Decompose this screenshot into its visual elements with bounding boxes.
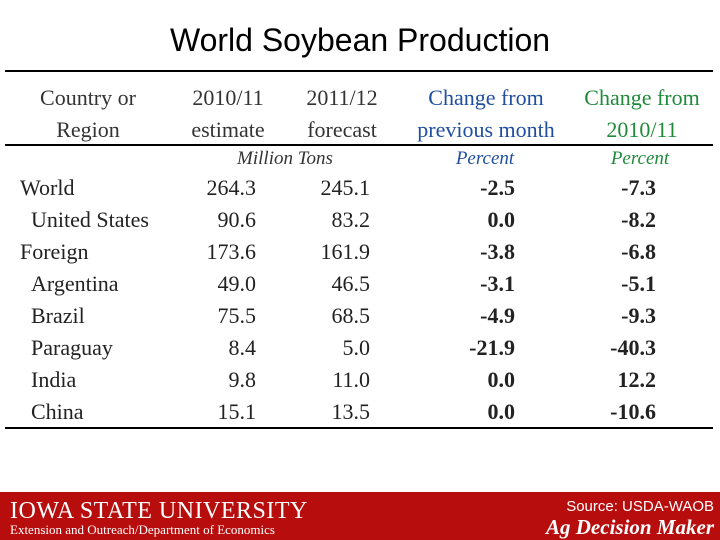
cell-forecast: 13.5 bbox=[331, 399, 371, 424]
cell-region: World bbox=[20, 175, 75, 200]
col-header-change-month: Change from previous month bbox=[417, 85, 555, 142]
cell-change-month: 0.0 bbox=[487, 399, 516, 424]
cell-region: Argentina bbox=[31, 271, 119, 296]
cell-change-month: -2.5 bbox=[480, 175, 515, 200]
cell-forecast: 83.2 bbox=[331, 207, 371, 232]
cell-estimate: 173.6 bbox=[206, 239, 257, 264]
cell-change-month: 0.0 bbox=[487, 207, 516, 232]
cell-estimate: 15.1 bbox=[217, 399, 257, 424]
units-percent-month: Percent bbox=[455, 148, 515, 169]
cell-estimate: 264.3 bbox=[206, 175, 257, 200]
cell-region: Foreign bbox=[20, 239, 89, 264]
units-million-tons: Million Tons bbox=[237, 148, 333, 169]
cell-estimate: 75.5 bbox=[217, 303, 257, 328]
cell-change-month: -3.1 bbox=[480, 271, 515, 296]
cell-estimate: 8.4 bbox=[228, 335, 257, 360]
cell-forecast: 11.0 bbox=[332, 367, 370, 392]
table-bottom-rule bbox=[5, 427, 713, 429]
cell-estimate: 90.6 bbox=[217, 207, 257, 232]
cell-change-year: -7.3 bbox=[621, 175, 656, 200]
table-header-rule bbox=[5, 144, 713, 146]
slide-title: World Soybean Production bbox=[169, 22, 551, 58]
col-header-region: Country or Region bbox=[40, 85, 136, 142]
cell-forecast: 161.9 bbox=[320, 239, 371, 264]
cell-change-month: -3.8 bbox=[480, 239, 515, 264]
cell-region: Brazil bbox=[31, 303, 85, 328]
cell-forecast: 46.5 bbox=[331, 271, 371, 296]
footer-bar bbox=[0, 492, 720, 540]
col-header-forecast: 2011/12 forecast bbox=[306, 85, 378, 142]
col-header-estimate: 2010/11 estimate bbox=[191, 85, 265, 142]
cell-estimate: 9.8 bbox=[228, 367, 257, 392]
department-text: Extension and Outreach/Department of Eco… bbox=[10, 522, 275, 537]
ag-decision-maker-logo: Ag Decision Maker bbox=[546, 515, 714, 539]
cell-change-month: 0.0 bbox=[487, 367, 516, 392]
cell-forecast: 5.0 bbox=[342, 335, 371, 360]
cell-change-year: -8.2 bbox=[621, 207, 656, 232]
cell-change-year: 12.2 bbox=[617, 367, 657, 392]
source-text: Source: USDA-WAOB bbox=[566, 498, 714, 515]
cell-region: Paraguay bbox=[31, 335, 113, 360]
units-percent-year: Percent bbox=[610, 148, 670, 169]
cell-change-year: -6.8 bbox=[621, 239, 656, 264]
cell-change-year: -5.1 bbox=[621, 271, 656, 296]
university-logo: IOWA STATE UNIVERSITY bbox=[10, 498, 308, 524]
cell-change-year: -10.6 bbox=[610, 399, 656, 424]
cell-forecast: 68.5 bbox=[331, 303, 371, 328]
cell-region: China bbox=[31, 399, 84, 424]
cell-estimate: 49.0 bbox=[217, 271, 257, 296]
cell-change-month: -21.9 bbox=[469, 335, 515, 360]
cell-change-year: -9.3 bbox=[621, 303, 656, 328]
cell-change-year: -40.3 bbox=[610, 335, 656, 360]
cell-region: United States bbox=[31, 207, 149, 232]
cell-change-month: -4.9 bbox=[480, 303, 515, 328]
col-header-change-year: Change from 2010/11 bbox=[584, 85, 700, 142]
table-top-rule bbox=[5, 70, 713, 72]
cell-region: India bbox=[31, 367, 77, 392]
cell-forecast: 245.1 bbox=[320, 175, 371, 200]
